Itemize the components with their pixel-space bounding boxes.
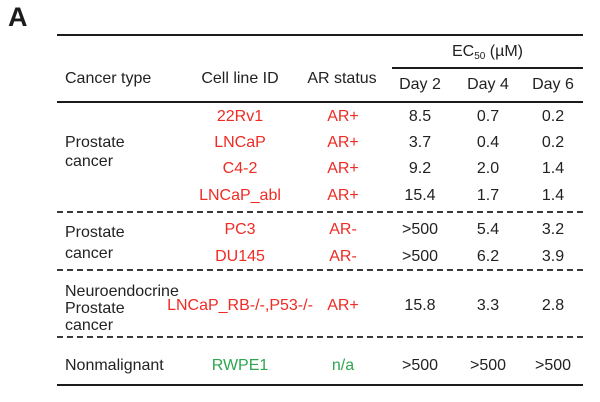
ec50-day2: 8.5 [408,108,432,125]
ec50-day4: >500 [469,357,507,374]
header-cancer-type: Cancer type [65,70,152,87]
group-label-line: Nonmalignant [65,357,164,374]
section-divider-3 [57,336,583,338]
ec50-day2: 15.8 [404,297,436,314]
ar-status: AR- [329,221,357,238]
ec50-day6: 2.8 [541,297,565,314]
ec50-day6: 0.2 [541,108,565,125]
ec50-day4: 5.4 [476,221,500,238]
ar-status: n/a [331,357,355,374]
ec50-day6: 3.9 [541,248,565,265]
table-row-pc3: PC3 AR- >500 5.4 3.2 [57,220,583,240]
ec50-day6: 0.2 [541,134,565,151]
ec50-prefix: EC [451,43,475,60]
ar-status: AR+ [327,160,359,177]
group-label-prostate-cancer-2: Prostate cancer [65,222,125,264]
ec50-day6: >500 [534,357,572,374]
cell-line-id: 22Rv1 [216,108,264,125]
header-day-6: Day 6 [532,76,574,93]
ec50-day4: 6.2 [476,248,500,265]
group-label-line: Prostate [65,300,125,317]
cell-line-id: LNCaP [214,134,266,151]
ar-status: AR+ [327,134,359,151]
ec50-day2: 9.2 [408,160,432,177]
ar-status: AR+ [327,108,359,125]
cell-line-id: LNCaP_RB-/-,P53-/- [167,297,313,314]
table-row-du145: DU145 AR- >500 6.2 3.9 [57,247,583,267]
group-label-line: Neuroendocrine [65,283,179,300]
ec50-unit: (µM) [489,43,523,60]
group-label-prostate-cancer-1: Prostate cancer [65,133,125,171]
ec50-day4: 0.4 [476,134,500,151]
header-day-2: Day 2 [399,76,441,93]
ec50-day4: 0.7 [476,108,500,125]
header-bottom-rule [57,101,583,103]
group-label-line: cancer [65,153,114,170]
ar-status: AR+ [327,187,359,204]
cell-line-id: PC3 [224,221,256,238]
header-ec50: EC50 (µM) [392,42,583,62]
ec50-day6: 1.4 [541,187,565,204]
ec50-group-underline [392,67,583,69]
header-ar-status: AR status [307,70,377,87]
group-label-line: cancer [65,317,114,334]
table-row-lncap: LNCaP AR+ 3.7 0.4 0.2 [57,133,583,153]
ec50-day2: 15.4 [404,187,436,204]
group-label-line: Prostate [65,224,125,241]
ec50-subscript: 50 [474,51,486,62]
ec50-day4: 1.7 [476,187,500,204]
table-row-22rv1: 22Rv1 AR+ 8.5 0.7 0.2 [57,107,583,127]
section-divider-2 [57,269,583,271]
cell-line-id: LNCaP_abl [199,187,281,204]
ec50-day2: >500 [401,248,439,265]
panel-label: A [8,2,28,32]
ar-status: AR+ [327,297,359,314]
ar-status: AR- [329,248,357,265]
ec50-day4: 3.3 [476,297,500,314]
header-cell-line-id: Cell line ID [201,70,279,87]
ec50-day6: 1.4 [541,160,565,177]
ec50-day4: 2.0 [476,160,500,177]
table-bottom-rule [57,384,583,386]
group-label-neuroendocrine-prostate-cancer: Neuroendocrine Prostate cancer [65,283,179,334]
ec50-day2: >500 [401,357,439,374]
cell-line-id: DU145 [215,248,265,265]
group-label-line: cancer [65,245,114,262]
ec50-day2: >500 [401,221,439,238]
table-top-rule [57,34,583,36]
ec50-day2: 3.7 [408,134,432,151]
table-row-rwpe1: RWPE1 n/a >500 >500 >500 [57,356,583,376]
table-row-c4-2: C4-2 AR+ 9.2 2.0 1.4 [57,159,583,179]
cell-line-id: RWPE1 [211,357,269,374]
header-day-4: Day 4 [467,76,509,93]
group-label-nonmalignant: Nonmalignant [65,356,164,376]
ec50-day6: 3.2 [541,221,565,238]
cell-line-id: C4-2 [222,160,258,177]
section-divider-1 [57,211,583,213]
group-label-line: Prostate [65,134,125,151]
table-row-lncap-abl: LNCaP_abl AR+ 15.4 1.7 1.4 [57,186,583,206]
table-row-lncap-rb-p53: LNCaP_RB-/-,P53-/- AR+ 15.8 3.3 2.8 [57,296,583,316]
